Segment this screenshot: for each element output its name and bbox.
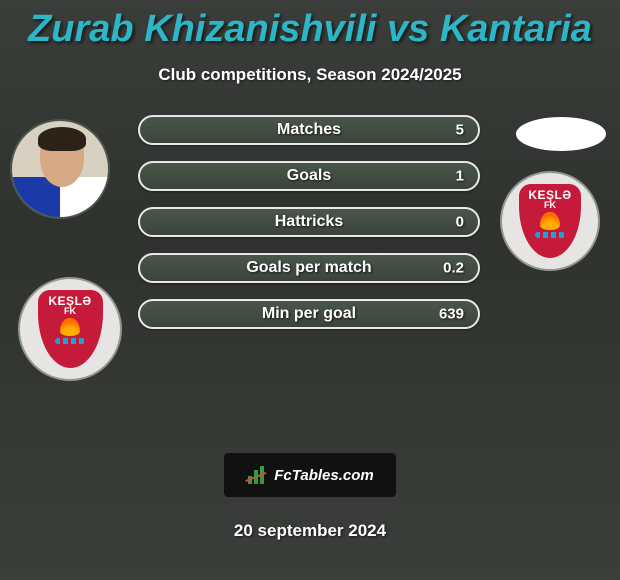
brand-badge: FcTables.com — [224, 453, 396, 497]
stat-label: Goals — [287, 167, 331, 185]
stat-value: 1 — [456, 168, 464, 185]
waves-icon — [535, 232, 565, 238]
stat-label: Hattricks — [275, 213, 343, 231]
page-title: Zurab Khizanishvili vs Kantaria — [0, 0, 620, 51]
brand-text: FcTables.com — [274, 467, 373, 484]
brand-chart-icon — [246, 466, 268, 484]
date-text: 20 september 2024 — [0, 521, 620, 541]
stat-value: 639 — [439, 306, 464, 323]
stat-label: Matches — [277, 121, 341, 139]
hair-graphic — [38, 127, 86, 151]
content-root: Zurab Khizanishvili vs Kantaria Club com… — [0, 0, 620, 580]
stat-pill: Matches 5 — [138, 115, 480, 145]
stat-label: Goals per match — [246, 259, 371, 277]
club-badge-right: KEŞLƏ FK — [500, 171, 600, 271]
stat-pill: Goals per match 0.2 — [138, 253, 480, 283]
player-avatar-right-placeholder — [516, 117, 606, 151]
flame-icon — [60, 318, 80, 336]
subtitle: Club competitions, Season 2024/2025 — [0, 65, 620, 85]
club-shield-left: KEŞLƏ FK — [38, 290, 103, 368]
stat-label: Min per goal — [262, 305, 356, 323]
club-shield-right: KEŞLƏ FK — [519, 184, 581, 259]
club-badge-left: KEŞLƏ FK — [18, 277, 122, 381]
comparison-area: KEŞLƏ FK KEŞLƏ FK Matches 5 Goals 1 — [0, 119, 620, 399]
player-avatar-left — [10, 119, 110, 219]
stat-pill: Hattricks 0 — [138, 207, 480, 237]
club-sub-left: FK — [64, 306, 76, 316]
flame-icon — [540, 212, 560, 230]
stat-value: 0 — [456, 214, 464, 231]
stat-pill: Goals 1 — [138, 161, 480, 191]
stat-pill: Min per goal 639 — [138, 299, 480, 329]
stat-pill-list: Matches 5 Goals 1 Hattricks 0 Goals per … — [138, 115, 480, 329]
stat-value: 0.2 — [443, 260, 464, 277]
waves-icon — [55, 338, 85, 344]
club-sub-right: FK — [544, 200, 556, 210]
stat-value: 5 — [456, 122, 464, 139]
